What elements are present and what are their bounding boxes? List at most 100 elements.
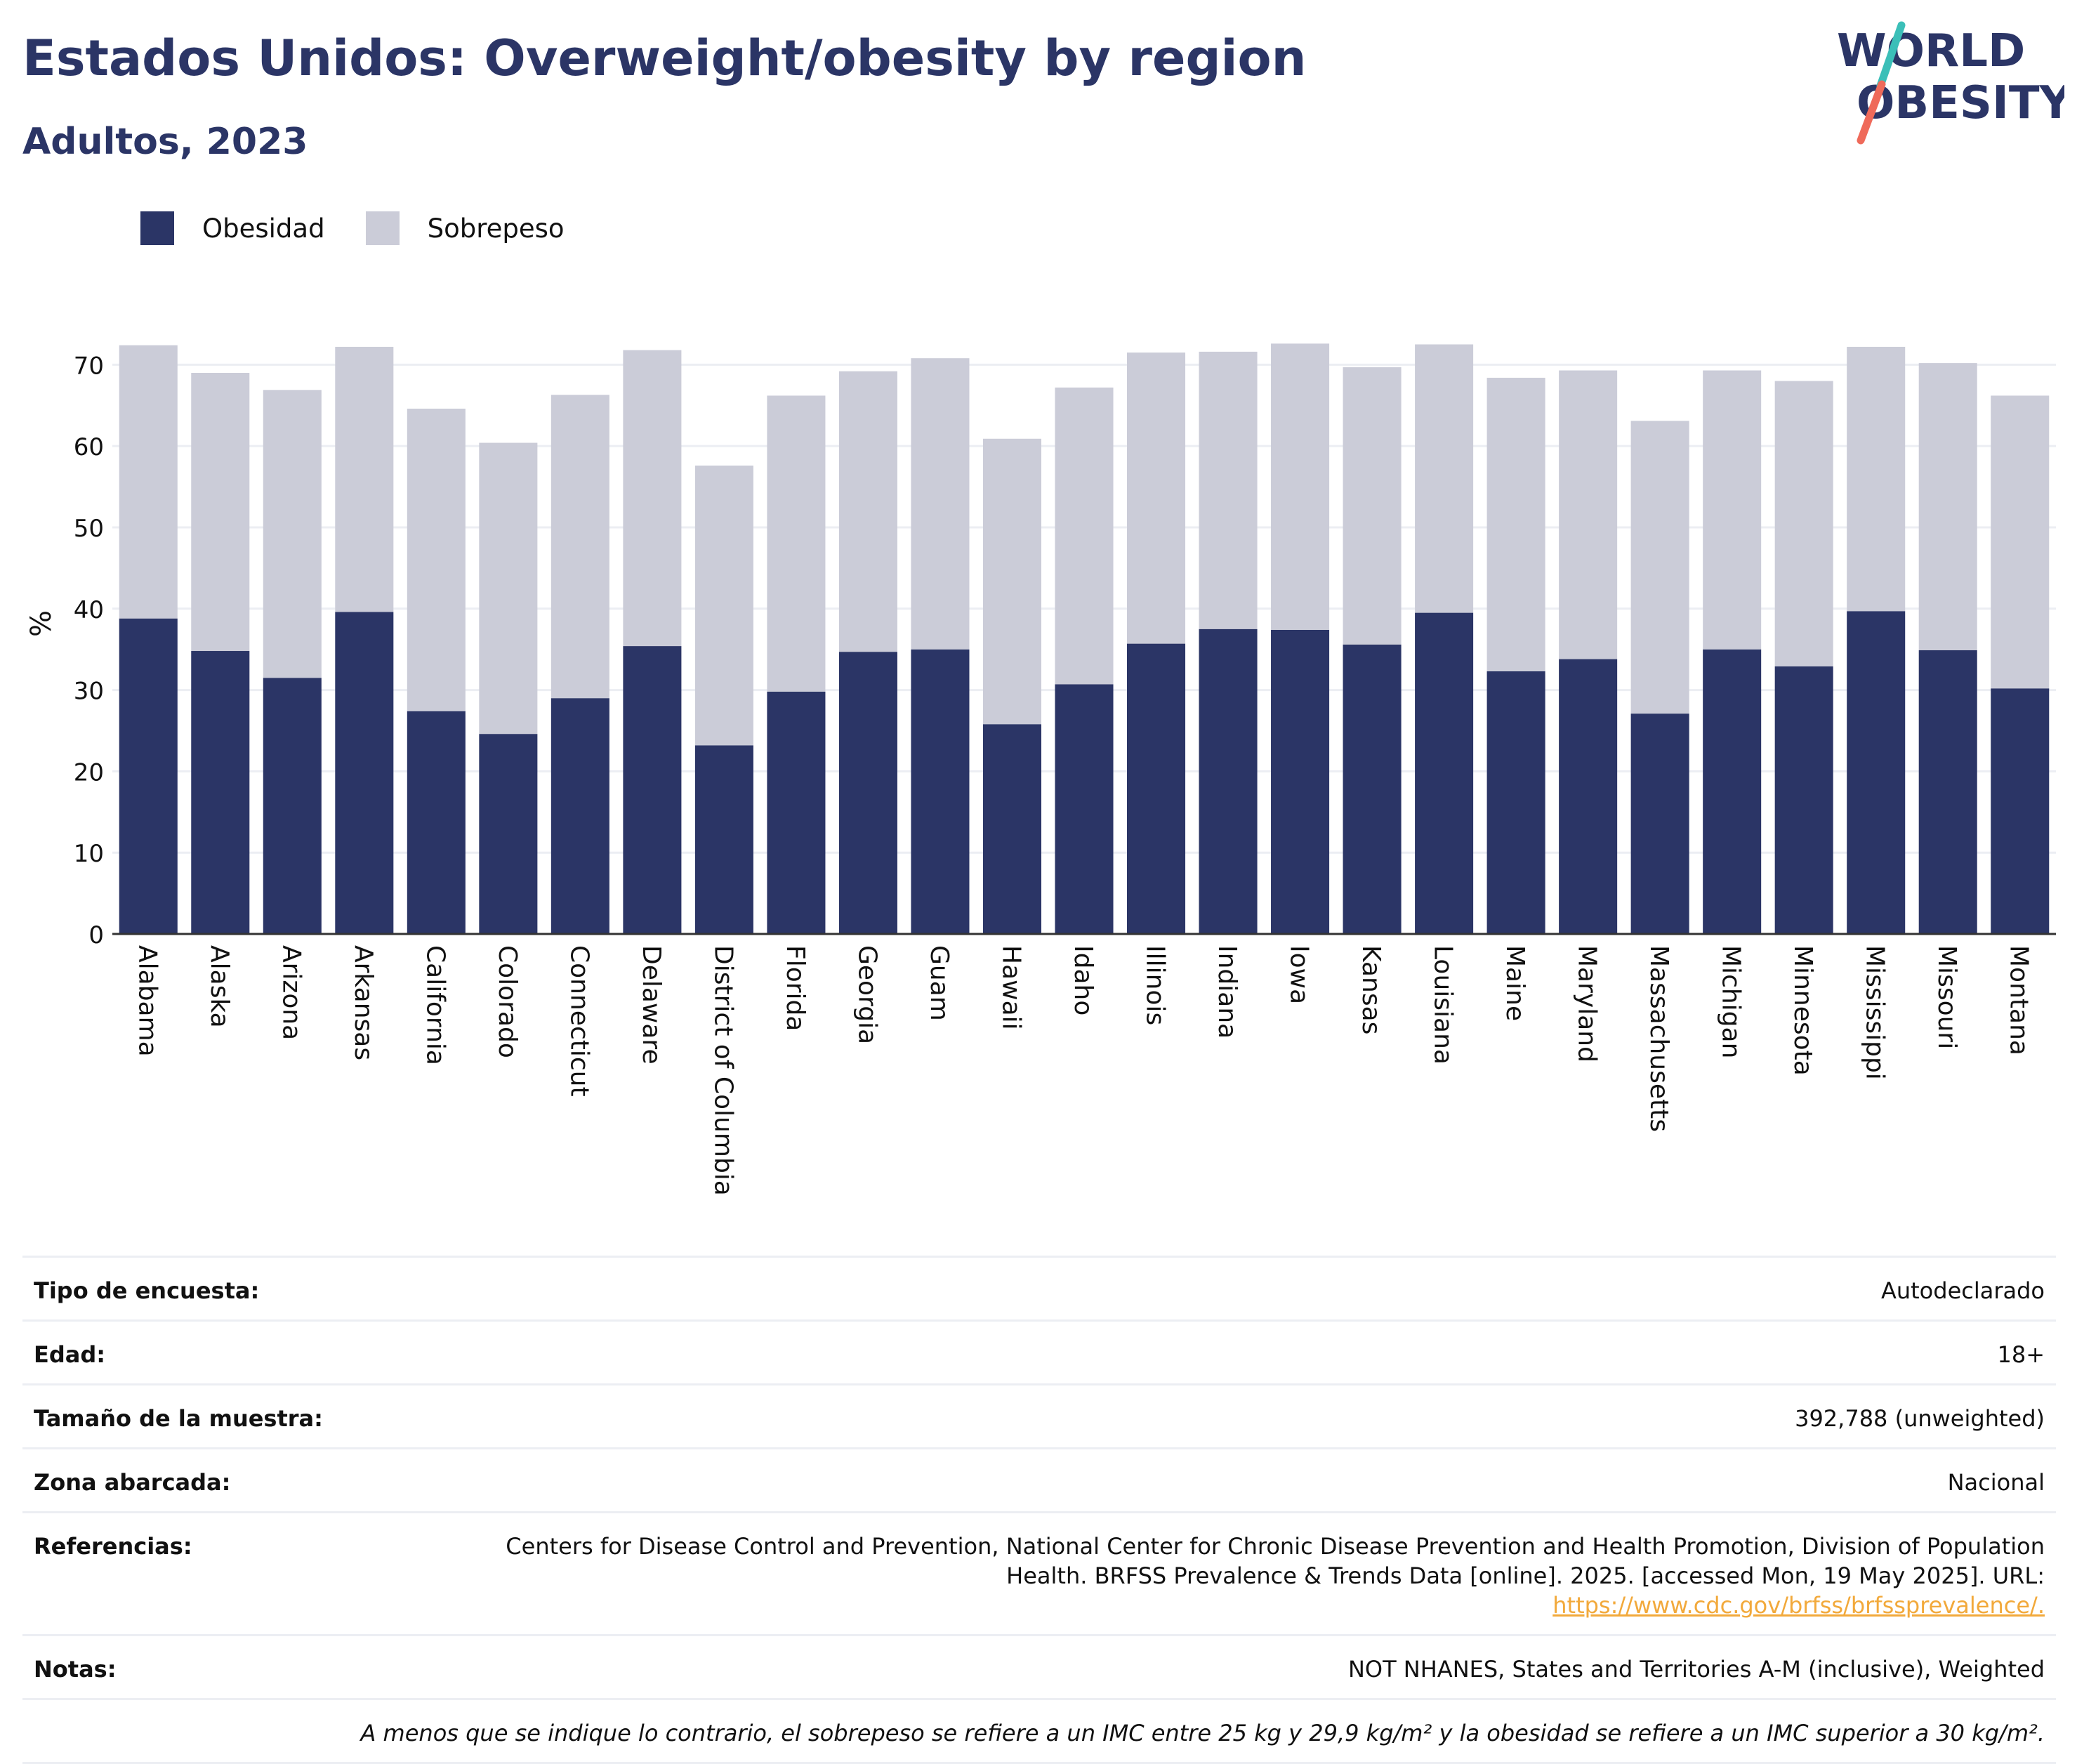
- bar-overweight: [838, 371, 897, 652]
- logo-slash-teal: [1876, 21, 1906, 90]
- reference-text: Centers for Disease Control and Preventi…: [506, 1533, 2045, 1589]
- x-tick-label: Delaware: [637, 945, 666, 1065]
- logo-slash-coral: [1857, 80, 1886, 145]
- bar-overweight: [550, 395, 609, 699]
- bmi-footnote: A menos que se indique lo contrario, el …: [360, 1720, 2045, 1746]
- info-value-references: Centers for Disease Control and Preventi…: [458, 1532, 2045, 1620]
- bar-overweight: [911, 358, 970, 650]
- legend-label-overweight: Sobrepeso: [427, 213, 565, 244]
- bar-overweight: [1199, 351, 1258, 629]
- x-tick-label: Alaska: [205, 945, 234, 1028]
- bar-obesity: [1847, 611, 1906, 934]
- bar-obesity: [407, 711, 466, 934]
- x-tick-label: Iowa: [1285, 945, 1314, 1004]
- x-tick-label: Guam: [925, 945, 954, 1021]
- bar-obesity: [119, 618, 178, 934]
- info-row-notes: Notas: NOT NHANES, States and Territorie…: [22, 1634, 2056, 1698]
- x-tick-label: Idaho: [1069, 945, 1097, 1015]
- info-value: NOT NHANES, States and Territories A-M (…: [1347, 1656, 2045, 1683]
- bar-overweight: [1343, 367, 1402, 645]
- info-row-age: Edad: 18+: [22, 1319, 2056, 1383]
- info-row-sample-size: Tamaño de la muestra: 392,788 (unweighte…: [22, 1383, 2056, 1447]
- bar-obesity: [263, 678, 322, 934]
- legend-label-obesity: Obesidad: [202, 213, 325, 244]
- bar-obesity: [1486, 671, 1545, 934]
- x-tick-label: Mississippi: [1861, 945, 1890, 1080]
- bar-overweight: [263, 390, 322, 678]
- bar-overweight: [623, 350, 682, 647]
- x-tick-label: Montana: [2005, 945, 2033, 1055]
- y-tick-label: 40: [74, 596, 104, 624]
- bar-obesity: [191, 651, 250, 934]
- x-tick-label: Georgia: [852, 945, 881, 1044]
- info-label: Referencias:: [34, 1533, 192, 1560]
- chart-legend: Obesidad Sobrepeso: [140, 209, 605, 247]
- info-label: Tipo de encuesta:: [34, 1277, 260, 1304]
- bar-obesity: [1630, 713, 1689, 934]
- bar-obesity: [335, 612, 394, 934]
- x-tick-label: Minnesota: [1788, 945, 1817, 1076]
- bar-overweight: [982, 438, 1042, 725]
- bar-obesity: [1415, 612, 1474, 934]
- x-tick-label: Florida: [781, 945, 810, 1031]
- info-row-references: Referencias: Centers for Disease Control…: [22, 1511, 2056, 1634]
- bar-overweight: [335, 346, 394, 612]
- info-label: Tamaño de la muestra:: [34, 1405, 323, 1432]
- logo-line-2: OBESITY: [1857, 77, 2064, 129]
- bar-obesity: [911, 649, 970, 934]
- legend-swatch-overweight: [365, 211, 400, 245]
- bar-overweight: [1630, 421, 1689, 714]
- world-obesity-logo: WORLD OBESITY: [1837, 21, 2064, 145]
- x-tick-label: Kansas: [1357, 945, 1385, 1034]
- y-tick-label: 50: [74, 515, 104, 543]
- x-tick-label: Missouri: [1932, 945, 1961, 1049]
- bar-obesity: [1703, 649, 1762, 934]
- bar-overweight: [407, 408, 466, 711]
- bar-overweight: [1055, 387, 1114, 685]
- info-row-coverage: Zona abarcada: Nacional: [22, 1447, 2056, 1511]
- y-tick-label: 0: [88, 921, 104, 949]
- x-tick-label: Massachusetts: [1644, 945, 1673, 1132]
- bar-obesity: [767, 691, 826, 934]
- bar-overweight: [1415, 344, 1474, 613]
- survey-info-table: Tipo de encuesta: Autodeclarado Edad: 18…: [22, 1256, 2056, 1764]
- x-tick-label: Alabama: [133, 945, 161, 1057]
- bar-obesity: [479, 734, 538, 934]
- info-row-footnote: A menos que se indique lo contrario, el …: [22, 1698, 2056, 1764]
- bar-overweight: [1486, 377, 1545, 671]
- bar-overweight: [1271, 343, 1330, 630]
- x-tick-label: Indiana: [1213, 945, 1241, 1039]
- reference-link[interactable]: https://www.cdc.gov/brfss/brfssprevalenc…: [1552, 1592, 2045, 1619]
- bar-obesity: [1991, 688, 2050, 934]
- bar-overweight: [119, 345, 178, 619]
- x-tick-label: Louisiana: [1429, 945, 1458, 1065]
- y-tick-label: 10: [74, 840, 104, 868]
- page-subtitle: Adultos, 2023: [22, 121, 308, 163]
- x-tick-label: Connecticut: [565, 945, 593, 1097]
- x-tick-label: Maine: [1501, 945, 1529, 1021]
- legend-item-obesity[interactable]: Obesidad: [140, 211, 325, 245]
- info-value: Nacional: [1947, 1469, 2045, 1496]
- bar-obesity: [623, 646, 682, 934]
- y-axis-label: %: [25, 610, 58, 637]
- legend-item-overweight[interactable]: Sobrepeso: [365, 211, 565, 245]
- bar-overweight: [1703, 370, 1762, 650]
- bar-overweight: [1559, 370, 1618, 659]
- bar-obesity: [1271, 629, 1330, 934]
- stacked-bar-chart: 0 10 20 30 40 50 60 70% Alabama Alaska Arizona Arka…: [25, 343, 2056, 1196]
- info-value: 392,788 (unweighted): [1795, 1405, 2045, 1432]
- logo-line-1: WORLD: [1837, 25, 2025, 77]
- bar-obesity: [838, 652, 897, 934]
- bar-overweight: [694, 465, 753, 746]
- x-tick-label: Maryland: [1573, 945, 1602, 1062]
- y-tick-label: 70: [74, 352, 104, 380]
- x-tick-label: Michigan: [1717, 945, 1746, 1058]
- bar-obesity: [1559, 659, 1618, 934]
- bar-obesity: [1774, 666, 1833, 934]
- bar-overweight: [767, 395, 826, 692]
- info-label: Notas:: [34, 1656, 117, 1683]
- x-tick-label: California: [421, 945, 449, 1065]
- x-tick-label: Hawaii: [996, 945, 1025, 1030]
- x-tick-label: Illinois: [1141, 945, 1170, 1025]
- x-tick-label: Colorado: [493, 945, 522, 1058]
